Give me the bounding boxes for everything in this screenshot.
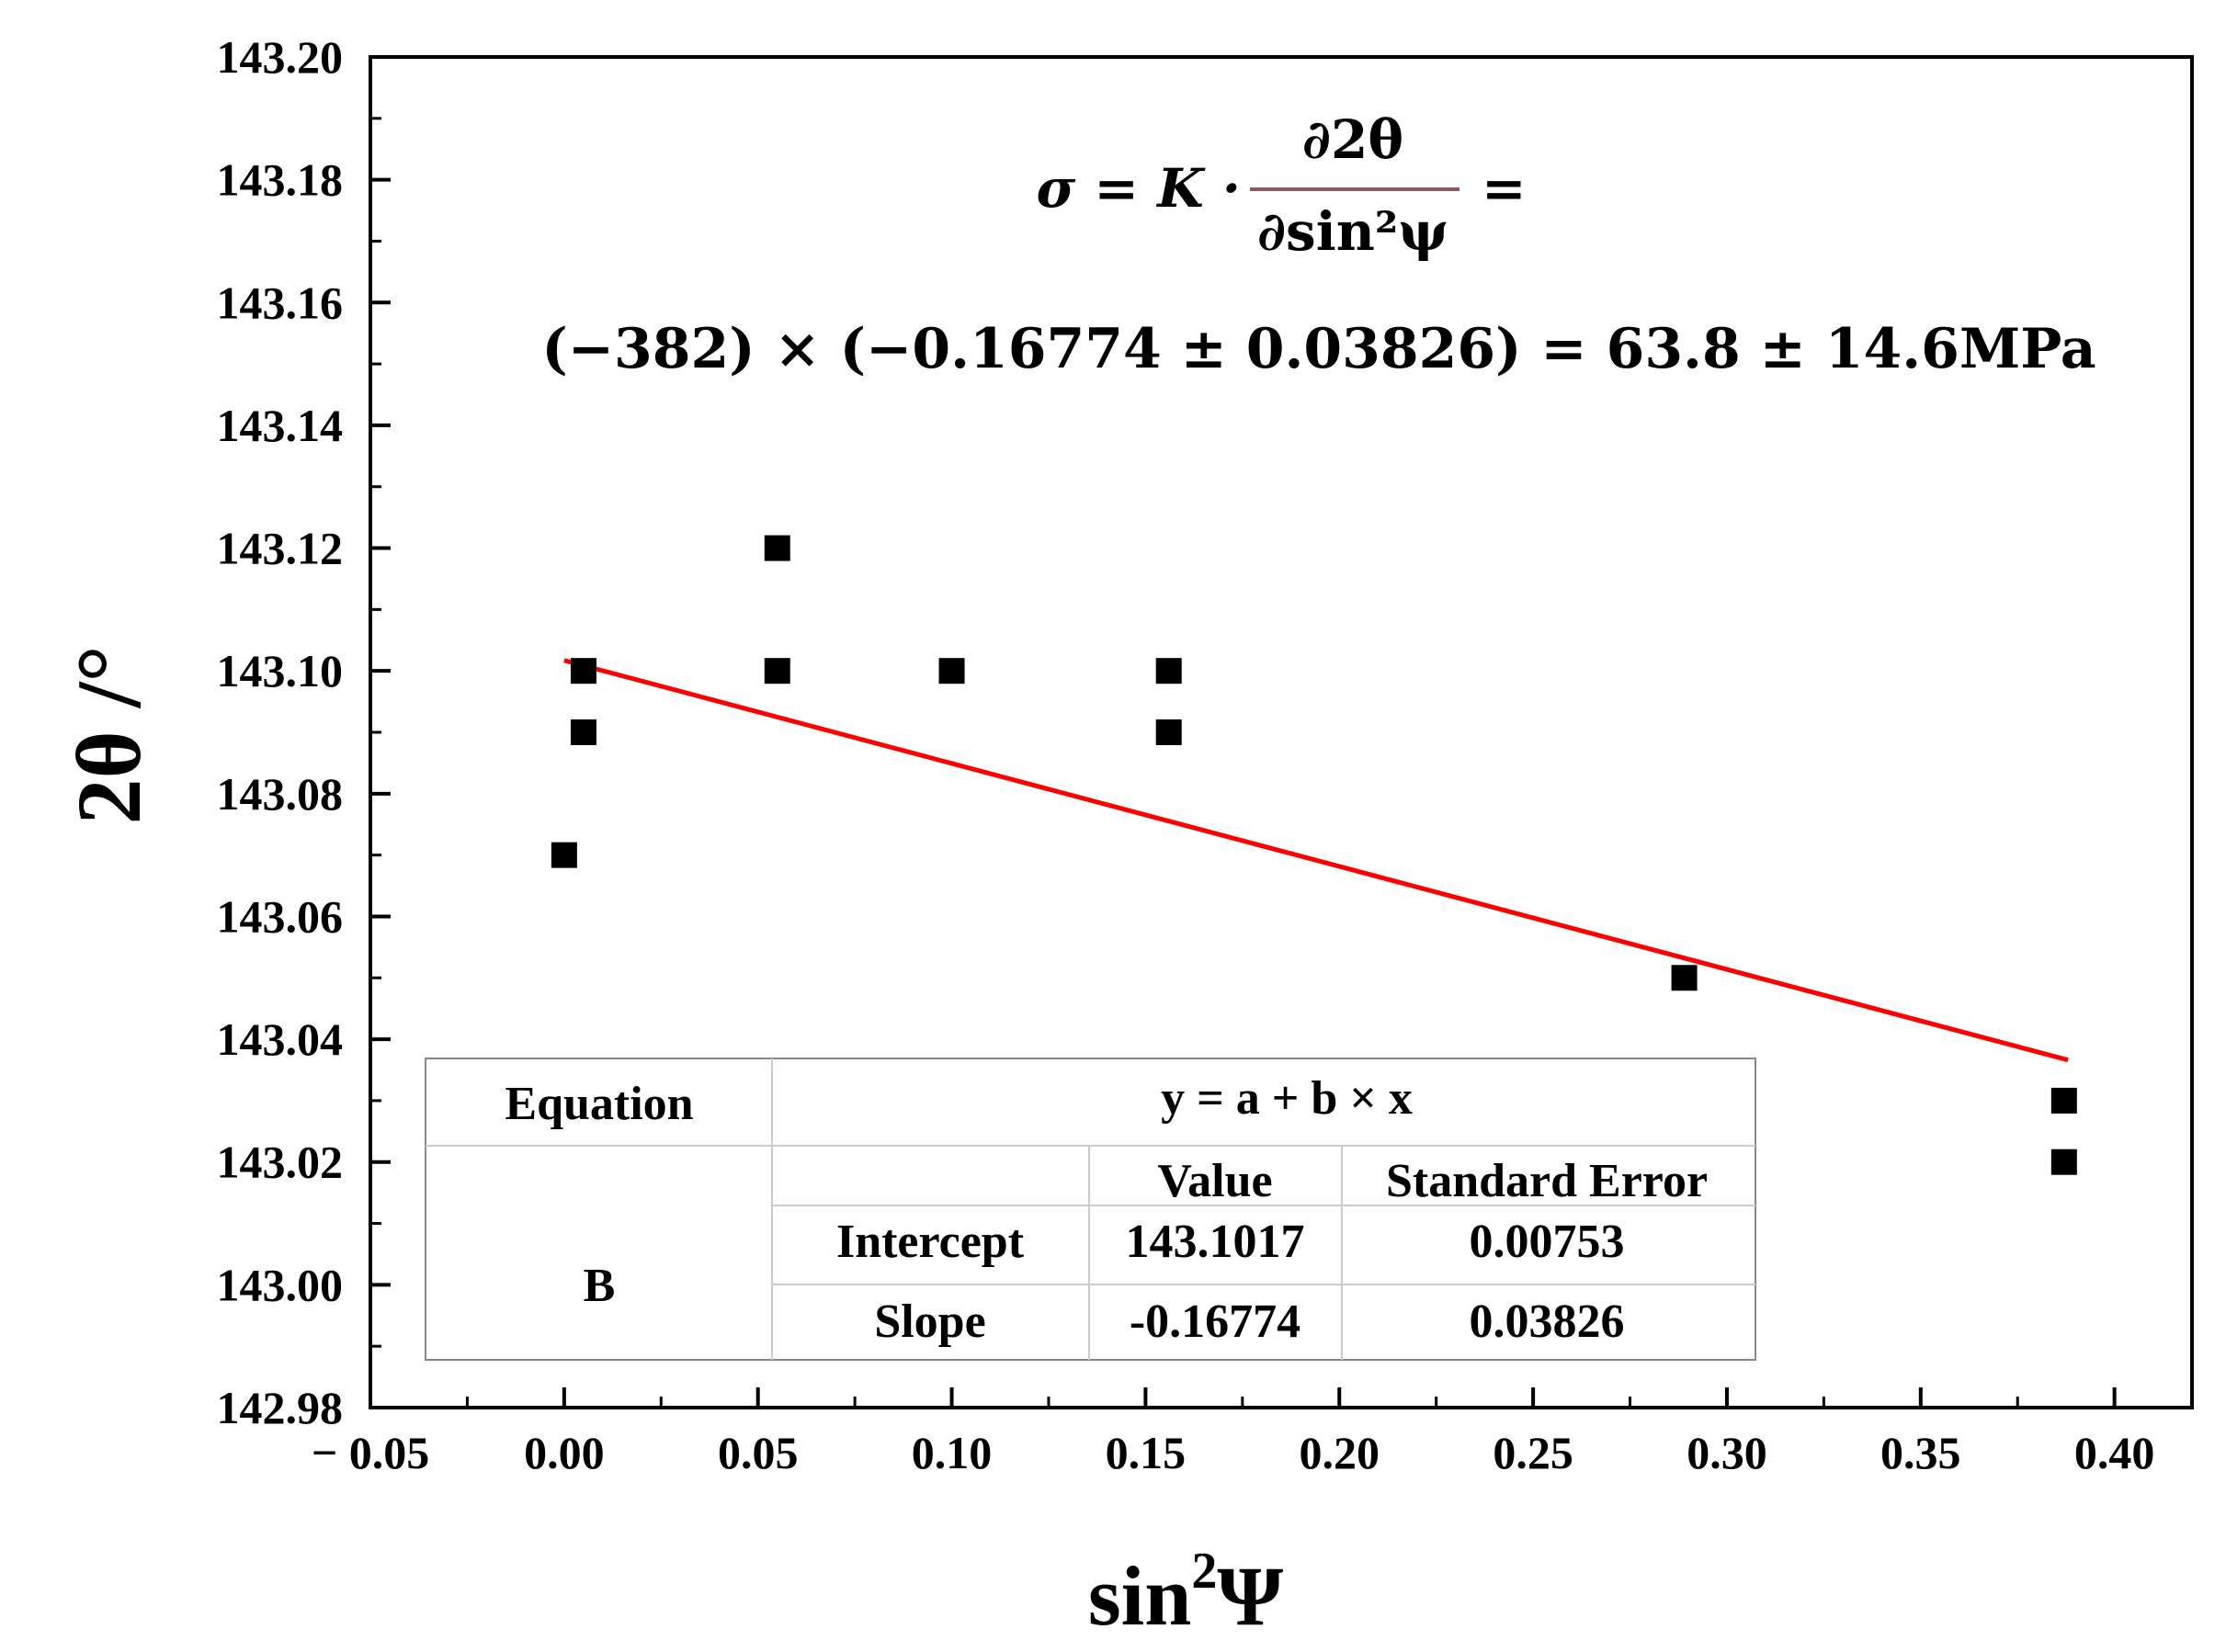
y-tick-label: 143.16 bbox=[217, 277, 344, 328]
fit-line bbox=[563, 658, 2069, 1063]
fit-table-col-error: Standard Error bbox=[1386, 1155, 1708, 1207]
fit-table-series-name: B bbox=[584, 1260, 616, 1312]
fit-table-col-value: Value bbox=[1157, 1155, 1272, 1207]
formula-result: (−382) × (−0.16774 ± 0.03826) = 63.8 ± 1… bbox=[541, 317, 2095, 381]
y-tick-label: 143.02 bbox=[217, 1137, 344, 1188]
y-axis-ticks: 142.98 143.00 143.02 143.04 143.06 143.08 143.… bbox=[217, 31, 391, 1433]
data-point bbox=[570, 658, 596, 685]
x-tick-label: 0.20 bbox=[1300, 1427, 1380, 1478]
fit-table: Equation y = a + b × x Value Standard Er… bbox=[425, 1058, 1756, 1361]
y-tick-label: 143.18 bbox=[217, 154, 344, 206]
x-tick-label: 0.00 bbox=[524, 1427, 605, 1478]
x-tick-label: 0.10 bbox=[912, 1427, 993, 1478]
data-point bbox=[2050, 1148, 2077, 1175]
data-point bbox=[1155, 719, 1182, 745]
x-tick-label: 0.40 bbox=[2074, 1427, 2155, 1478]
x-axis-title: sin2Ψ bbox=[1088, 1543, 1284, 1643]
fit-table-border bbox=[425, 1058, 1756, 1361]
x-axis-title-main: sin bbox=[1088, 1549, 1192, 1643]
data-point bbox=[570, 719, 596, 745]
y-axis-title: 2θ /° bbox=[58, 646, 160, 825]
data-point bbox=[2050, 1087, 2077, 1114]
fit-table-slope-error: 0.03826 bbox=[1470, 1296, 1625, 1348]
x-tick-label: 0.30 bbox=[1687, 1427, 1767, 1478]
formula-numerator: ∂2θ bbox=[1302, 108, 1403, 171]
fit-line-group bbox=[563, 658, 2069, 1063]
x-tick-label: 0.15 bbox=[1106, 1427, 1187, 1478]
y-tick-label: 143.00 bbox=[217, 1259, 344, 1310]
x-axis-ticks: − 0.05 0.00 0.05 0.10 0.15 0.20 0.25 0.30 0.35 0.… bbox=[312, 1387, 2155, 1478]
fit-table-slope-label: Slope bbox=[874, 1296, 985, 1348]
data-point bbox=[764, 658, 790, 685]
y-tick-label: 143.06 bbox=[217, 890, 344, 942]
fit-table-equation-value: y = a + b × x bbox=[1161, 1072, 1413, 1125]
x-axis-title-tail: Ψ bbox=[1217, 1549, 1283, 1643]
x-tick-label: 0.25 bbox=[1493, 1427, 1573, 1478]
formula-denominator: ∂sin²ψ bbox=[1257, 200, 1448, 263]
fit-table-slope-value: -0.16774 bbox=[1130, 1296, 1300, 1348]
y-tick-label: 143.04 bbox=[217, 1013, 344, 1065]
y-tick-label: 142.98 bbox=[217, 1382, 344, 1433]
data-point bbox=[551, 842, 577, 868]
data-point bbox=[1155, 658, 1182, 685]
stress-formula: σ = K · ∂2θ ∂sin²ψ = (−382) × (−0.16774 … bbox=[541, 108, 2095, 381]
fit-table-equation-label: Equation bbox=[505, 1078, 693, 1130]
y-tick-label: 143.08 bbox=[217, 768, 344, 820]
data-point bbox=[764, 535, 790, 561]
x-tick-label: 0.05 bbox=[718, 1427, 799, 1478]
y-tick-label: 143.20 bbox=[217, 31, 344, 83]
y-tick-label: 143.10 bbox=[217, 645, 344, 696]
x-axis-title-sup: 2 bbox=[1191, 1543, 1217, 1600]
fit-table-intercept-value: 143.1017 bbox=[1126, 1216, 1305, 1268]
y-tick-label: 143.14 bbox=[217, 400, 344, 451]
formula-equals: = bbox=[1482, 157, 1527, 220]
formula-lhs: σ = K · bbox=[1036, 157, 1241, 220]
fit-table-intercept-error: 0.00753 bbox=[1470, 1216, 1625, 1268]
x-tick-label: 0.35 bbox=[1880, 1427, 1961, 1478]
fit-table-intercept-label: Intercept bbox=[836, 1216, 1025, 1268]
data-point bbox=[1671, 965, 1698, 991]
y-tick-label: 143.12 bbox=[217, 523, 344, 574]
data-point bbox=[938, 658, 965, 685]
data-points bbox=[551, 535, 2077, 1175]
x-tick-label: − 0.05 bbox=[312, 1427, 430, 1478]
